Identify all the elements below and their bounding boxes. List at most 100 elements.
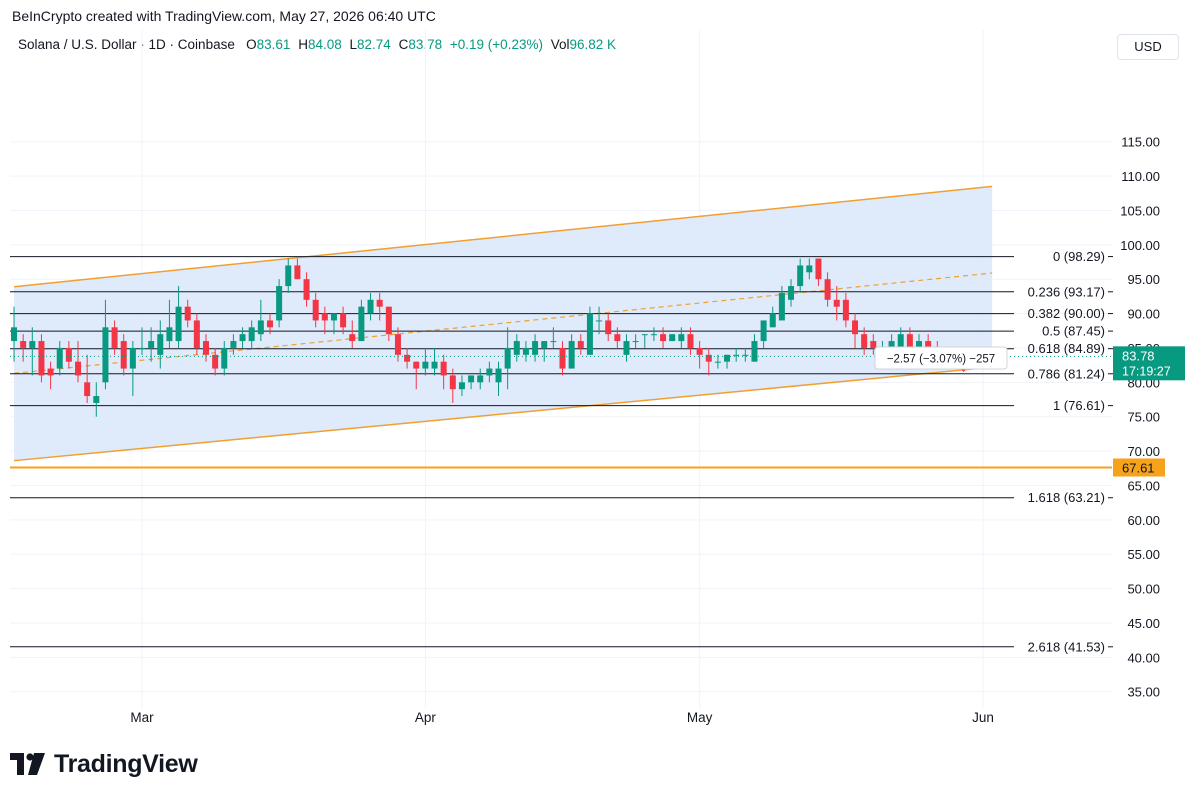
candle-body	[230, 341, 237, 348]
candle-body	[120, 341, 127, 369]
high-label: H	[298, 37, 308, 52]
y-tick-label: 35.00	[1127, 685, 1160, 700]
x-tick-label: Mar	[130, 710, 154, 725]
y-tick-label: 60.00	[1127, 513, 1160, 528]
support-price-tag	[1113, 458, 1165, 477]
candle-body	[724, 354, 731, 362]
candle-body	[157, 334, 164, 355]
candle-body	[623, 341, 630, 355]
candle-body	[202, 341, 209, 355]
candle-body	[788, 286, 795, 300]
candle-body	[413, 361, 420, 369]
candle-body	[632, 341, 639, 343]
overlays: −2.57 (−3.07%) −257	[10, 346, 1112, 469]
channel-lower-line	[13, 366, 993, 462]
last-price-value: 83.78	[1122, 348, 1155, 363]
candle-body	[513, 341, 520, 355]
y-tick-label: 110.00	[1121, 169, 1160, 184]
candle-body	[239, 334, 246, 342]
y-tick-label: 40.00	[1127, 650, 1160, 665]
candle-body	[522, 347, 529, 355]
candle-body	[477, 375, 484, 383]
candle-body	[778, 292, 785, 321]
candle-body	[760, 320, 767, 342]
y-tick-label: 105.00	[1120, 203, 1160, 218]
candle-body	[687, 334, 694, 348]
candle-body	[806, 265, 813, 273]
y-tick-label: 65.00	[1127, 478, 1160, 493]
candle-body	[614, 334, 621, 342]
candle-body	[376, 299, 383, 307]
candle-body	[660, 334, 667, 342]
candle-body	[248, 327, 255, 342]
candle-body	[193, 320, 200, 348]
candle-body	[833, 299, 840, 307]
candle-body	[815, 258, 822, 280]
candle-body	[870, 341, 877, 348]
candle-body	[532, 341, 539, 355]
attribution-text: BeInCrypto created with TradingView.com,…	[12, 8, 436, 24]
y-tick-label: 50.00	[1127, 582, 1160, 597]
candle-body	[897, 334, 904, 348]
candle-body	[175, 306, 182, 342]
candle-body	[93, 396, 100, 403]
y-tick-label: 100.00	[1120, 238, 1160, 253]
candle-body	[285, 265, 292, 287]
candle-body	[102, 327, 109, 383]
volume-label: Vol	[550, 37, 570, 52]
candle-body	[605, 320, 612, 335]
fib-label: 0.618 (84.89)	[1028, 341, 1105, 356]
candle-body	[294, 265, 301, 280]
y-tick-label: 55.00	[1127, 547, 1160, 562]
fib-label: 0.382 (90.00)	[1028, 306, 1105, 321]
channel-fill	[14, 186, 993, 461]
candle-body	[184, 306, 191, 321]
candle-body	[861, 334, 868, 348]
candle-body	[586, 313, 593, 355]
fib-label: 1.618 (63.21)	[1028, 490, 1105, 505]
candle-body	[111, 327, 118, 348]
candle-body	[65, 347, 72, 362]
candle-body	[276, 286, 283, 321]
candle-body	[440, 361, 447, 376]
candle-body	[751, 341, 758, 362]
fib-label: 0.786 (81.24)	[1028, 366, 1105, 381]
candle-body	[75, 361, 82, 376]
last-price-tag	[1113, 346, 1185, 381]
candle-body	[541, 341, 548, 348]
measure-label: −2.57 (−3.07%) −257	[887, 354, 995, 366]
candle-body	[568, 341, 575, 369]
tradingview-logo-icon	[10, 753, 45, 775]
candle-body	[340, 313, 347, 328]
candle-body	[742, 354, 749, 356]
candle-body	[321, 313, 328, 321]
y-tick-label: 70.00	[1127, 444, 1160, 459]
candle-body	[449, 375, 456, 390]
symbol-name: Solana / U.S. Dollar · 1D · Coinbase	[18, 37, 235, 52]
candle-body	[11, 327, 18, 342]
currency-selector[interactable]: USD	[1117, 34, 1179, 60]
candle-body	[385, 306, 392, 335]
candle-body	[56, 347, 63, 369]
candle-body	[394, 334, 401, 355]
tradingview-logo[interactable]: TradingView	[10, 748, 198, 780]
candle-body	[422, 361, 429, 369]
low-label: L	[349, 37, 358, 52]
candle-body	[733, 354, 740, 356]
candle-body	[550, 341, 557, 343]
candle-body	[404, 354, 411, 362]
candle-body	[495, 368, 502, 383]
candle-body	[577, 341, 584, 348]
candle-body	[696, 347, 703, 355]
high-value: 84.08	[307, 37, 342, 52]
candle-body	[38, 341, 45, 376]
candle-body	[431, 361, 438, 369]
candle-body	[139, 347, 145, 349]
last-price-countdown: 17:19:27	[1122, 364, 1171, 378]
candle-body	[641, 334, 648, 336]
candle-body	[458, 382, 465, 390]
tradingview-wordmark: TradingView	[54, 749, 198, 778]
candle-body	[367, 299, 374, 314]
candle-body	[20, 341, 27, 348]
